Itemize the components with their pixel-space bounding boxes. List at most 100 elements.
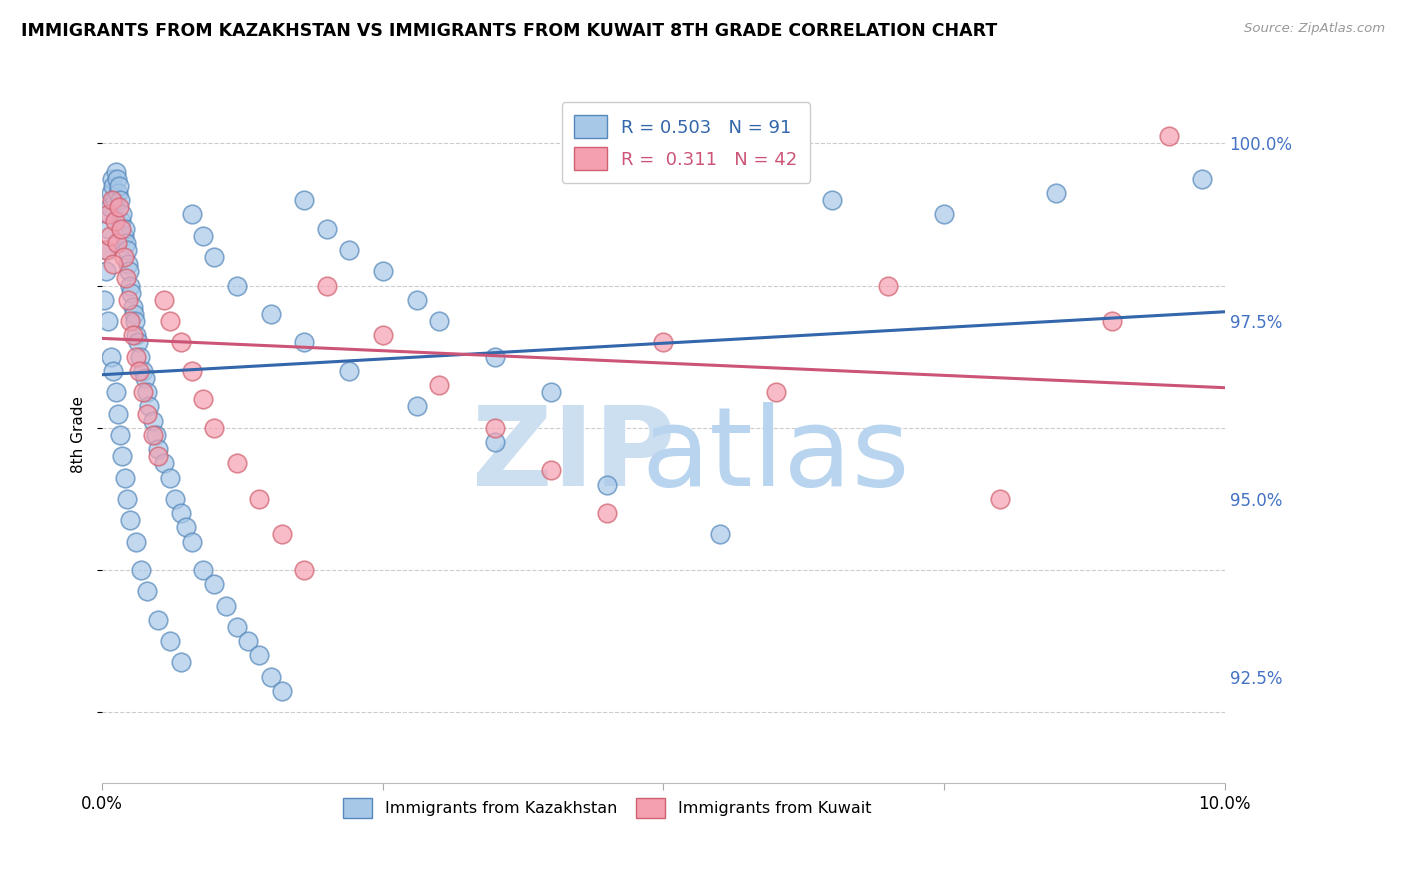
- Point: [153, 293, 176, 307]
- Point: [105, 171, 128, 186]
- Point: [101, 193, 124, 207]
- Point: [596, 477, 619, 491]
- Point: [292, 563, 315, 577]
- Point: [117, 257, 139, 271]
- Point: [176, 520, 198, 534]
- Point: [125, 534, 148, 549]
- Point: [204, 250, 226, 264]
- Point: [170, 335, 193, 350]
- Point: [153, 456, 176, 470]
- Text: Source: ZipAtlas.com: Source: ZipAtlas.com: [1244, 22, 1385, 36]
- Point: [129, 350, 152, 364]
- Point: [226, 278, 249, 293]
- Point: [97, 207, 120, 221]
- Point: [181, 364, 204, 378]
- Point: [136, 407, 159, 421]
- Point: [110, 214, 132, 228]
- Point: [111, 207, 134, 221]
- Point: [236, 634, 259, 648]
- Point: [115, 491, 138, 506]
- Point: [337, 243, 360, 257]
- Point: [142, 414, 165, 428]
- Point: [821, 193, 844, 207]
- Point: [988, 491, 1011, 506]
- Point: [94, 243, 117, 257]
- Point: [136, 385, 159, 400]
- Point: [292, 193, 315, 207]
- Point: [371, 328, 394, 343]
- Y-axis label: 8th Grade: 8th Grade: [72, 396, 86, 474]
- Point: [427, 378, 450, 392]
- Point: [120, 314, 142, 328]
- Point: [108, 178, 131, 193]
- Point: [405, 293, 427, 307]
- Point: [120, 285, 142, 300]
- Point: [115, 243, 138, 257]
- Point: [124, 314, 146, 328]
- Point: [292, 335, 315, 350]
- Point: [204, 577, 226, 591]
- Point: [93, 293, 115, 307]
- Point: [131, 385, 153, 400]
- Point: [145, 428, 167, 442]
- Point: [131, 364, 153, 378]
- Point: [259, 670, 281, 684]
- Point: [118, 264, 141, 278]
- Point: [148, 442, 170, 456]
- Point: [226, 456, 249, 470]
- Point: [101, 171, 124, 186]
- Point: [270, 684, 292, 698]
- Point: [540, 463, 562, 477]
- Point: [247, 491, 270, 506]
- Point: [1101, 314, 1123, 328]
- Point: [315, 221, 337, 235]
- Point: [1157, 129, 1180, 144]
- Point: [103, 178, 125, 193]
- Point: [247, 648, 270, 663]
- Point: [484, 421, 506, 435]
- Point: [337, 364, 360, 378]
- Point: [148, 449, 170, 463]
- Text: IMMIGRANTS FROM KAZAKHSTAN VS IMMIGRANTS FROM KUWAIT 8TH GRADE CORRELATION CHART: IMMIGRANTS FROM KAZAKHSTAN VS IMMIGRANTS…: [21, 22, 997, 40]
- Point: [111, 449, 134, 463]
- Point: [1191, 171, 1213, 186]
- Point: [215, 599, 238, 613]
- Point: [97, 314, 120, 328]
- Point: [181, 534, 204, 549]
- Point: [652, 335, 675, 350]
- Point: [114, 271, 136, 285]
- Point: [104, 385, 127, 400]
- Point: [427, 314, 450, 328]
- Point: [540, 385, 562, 400]
- Point: [107, 186, 129, 200]
- Point: [371, 264, 394, 278]
- Point: [193, 392, 215, 407]
- Point: [142, 428, 165, 442]
- Point: [134, 371, 156, 385]
- Point: [98, 200, 121, 214]
- Point: [125, 328, 148, 343]
- Point: [170, 506, 193, 520]
- Point: [270, 527, 292, 541]
- Point: [709, 527, 731, 541]
- Point: [405, 400, 427, 414]
- Point: [765, 385, 787, 400]
- Point: [877, 278, 900, 293]
- Point: [127, 335, 149, 350]
- Point: [105, 235, 128, 250]
- Point: [170, 656, 193, 670]
- Point: [114, 221, 136, 235]
- Text: ZIP: ZIP: [472, 402, 675, 509]
- Point: [226, 620, 249, 634]
- Point: [128, 364, 150, 378]
- Point: [121, 300, 143, 314]
- Point: [114, 470, 136, 484]
- Point: [596, 506, 619, 520]
- Point: [103, 364, 125, 378]
- Point: [1045, 186, 1067, 200]
- Point: [103, 257, 125, 271]
- Point: [108, 200, 131, 214]
- Point: [136, 584, 159, 599]
- Point: [108, 428, 131, 442]
- Point: [159, 634, 181, 648]
